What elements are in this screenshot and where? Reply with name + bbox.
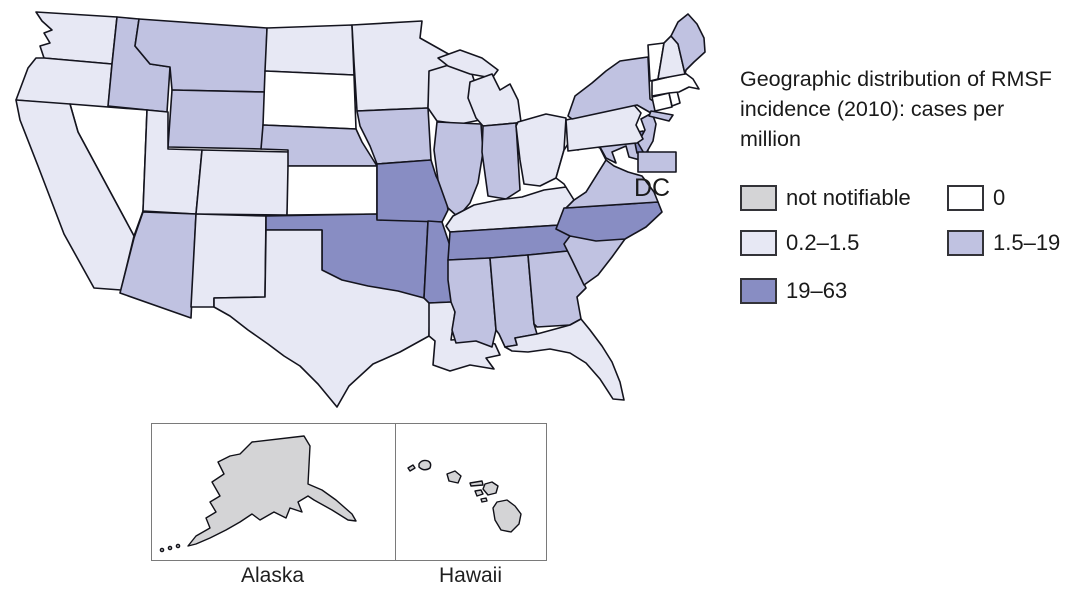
state-in (481, 122, 521, 200)
dc-callout-swatch (637, 151, 677, 173)
hawaii-island-oahu (446, 470, 462, 484)
state-oh (515, 113, 567, 187)
hawaii-island-lanai (474, 489, 484, 497)
state-az (119, 211, 197, 319)
hawaii-island-molokai (469, 480, 484, 487)
inset-divider (395, 424, 396, 560)
alaska-inset-label: Alaska (240, 564, 305, 587)
hawaii-inset-label: Hawaii (438, 564, 503, 587)
state-ma (651, 72, 700, 97)
legend: Geographic distribution of RMSF incidenc… (740, 64, 1070, 324)
legend-swatch-not-notifiable (740, 185, 777, 211)
state-sd (262, 70, 357, 130)
state-nc (555, 201, 663, 242)
state-fl (504, 318, 625, 401)
legend-label-mid: 1.5–19 (993, 230, 1061, 255)
legend-item-not-notifiable: not notifiable (740, 185, 911, 211)
state-mi-upper (437, 49, 499, 79)
aleutian-island-3 (175, 543, 181, 549)
state-ak (187, 435, 357, 547)
state-nm (190, 213, 267, 308)
state-ms (447, 257, 497, 348)
legend-title: Geographic distribution of RMSF incidenc… (740, 67, 1052, 151)
aleutian-island-1 (159, 547, 165, 553)
state-ny (567, 56, 663, 120)
state-sc (563, 235, 626, 286)
hawaii-island-niihau (407, 464, 416, 472)
hawaii-island-kauai (418, 459, 432, 471)
legend-swatch-mid (947, 230, 984, 256)
legend-item-low: 0.2–1.5 (740, 230, 859, 256)
alaska-hawaii-inset-map (159, 435, 522, 553)
legend-item-high: 19–63 (740, 278, 847, 304)
state-mi-lower (467, 73, 522, 127)
hawaii-island-big-island (492, 499, 522, 533)
legend-swatch-high (740, 278, 777, 304)
aleutian-island-2 (167, 545, 173, 551)
legend-label-low: 0.2–1.5 (786, 230, 860, 255)
state-wy (167, 89, 266, 150)
legend-item-zero: 0 (947, 185, 1005, 211)
legend-label-high: 19–63 (786, 278, 848, 303)
legend-swatch-low (740, 230, 777, 256)
legend-label-zero: 0 (993, 185, 1006, 210)
state-ca (15, 99, 135, 291)
state-me (670, 13, 706, 75)
dc-callout-label: DC (634, 174, 671, 202)
us-choropleth-map (15, 11, 706, 408)
state-nd (264, 24, 355, 76)
state-tx (213, 229, 431, 408)
state-ny-long-island (648, 110, 674, 122)
state-co (195, 149, 291, 216)
legend-swatch-zero (947, 185, 984, 211)
legend-item-mid: 1.5–19 (947, 230, 1060, 256)
hawaii-island-kahoolawe (480, 497, 488, 503)
legend-label-not-notifiable: not notifiable (786, 185, 911, 210)
hawaii-island-maui (482, 481, 499, 496)
state-wa (35, 11, 118, 65)
inset-box (151, 423, 547, 561)
state-ks (286, 165, 378, 216)
